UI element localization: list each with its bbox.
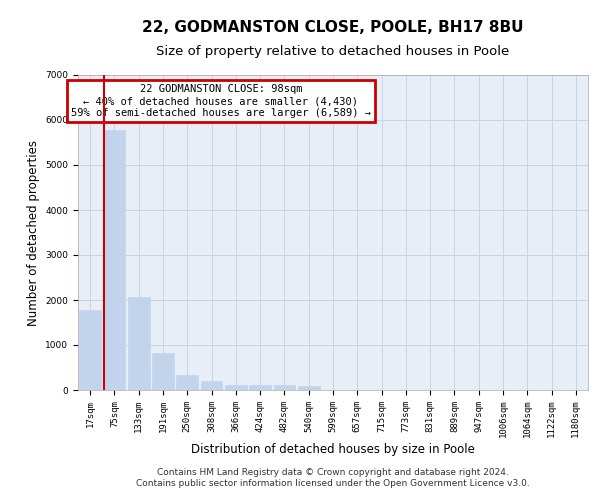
Bar	[152, 353, 174, 390]
Bar	[176, 374, 198, 390]
Bar	[298, 386, 320, 390]
Bar	[274, 385, 295, 390]
Bar	[104, 130, 125, 390]
Bar	[128, 298, 149, 390]
Bar	[249, 385, 271, 390]
X-axis label: Distribution of detached houses by size in Poole: Distribution of detached houses by size …	[191, 443, 475, 456]
Text: 22 GODMANSTON CLOSE: 98sqm
← 40% of detached houses are smaller (4,430)
59% of s: 22 GODMANSTON CLOSE: 98sqm ← 40% of deta…	[71, 84, 371, 117]
Y-axis label: Number of detached properties: Number of detached properties	[27, 140, 40, 326]
Text: Size of property relative to detached houses in Poole: Size of property relative to detached ho…	[157, 45, 509, 58]
Bar	[200, 382, 223, 390]
Text: Contains HM Land Registry data © Crown copyright and database right 2024.
Contai: Contains HM Land Registry data © Crown c…	[136, 468, 530, 487]
Bar	[79, 310, 101, 390]
Bar	[225, 384, 247, 390]
Text: 22, GODMANSTON CLOSE, POOLE, BH17 8BU: 22, GODMANSTON CLOSE, POOLE, BH17 8BU	[142, 20, 524, 35]
